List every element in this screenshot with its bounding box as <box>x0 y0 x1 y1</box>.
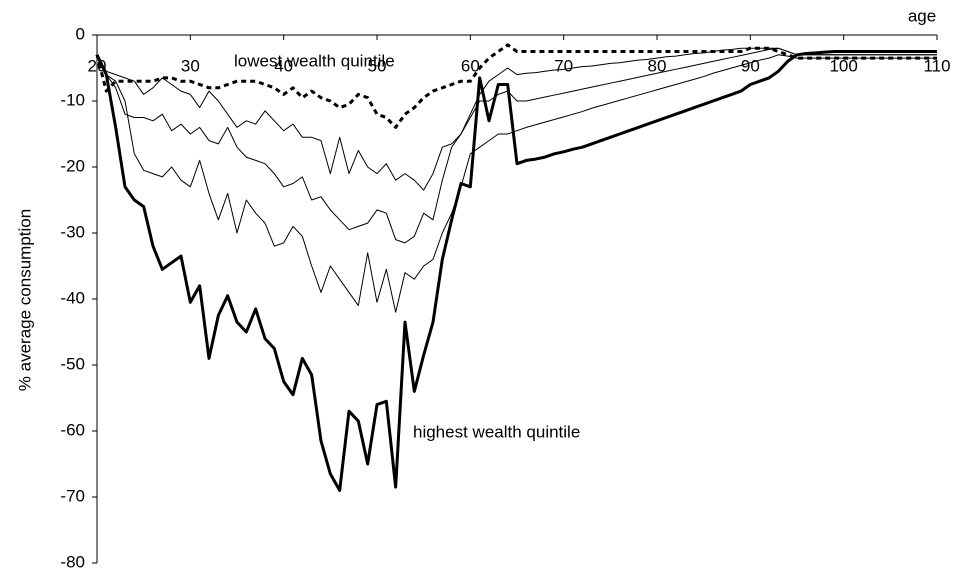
annotation: highest wealth quintile <box>413 422 580 441</box>
y-tick-label: -20 <box>60 156 85 175</box>
series-line <box>96 47 937 191</box>
series-line <box>96 47 937 244</box>
y-tick-label: -70 <box>60 486 85 505</box>
series-line <box>95 50 937 492</box>
x-tick-label: 100 <box>829 56 857 75</box>
x-tick-label: 50 <box>368 56 387 75</box>
y-tick-label: -80 <box>60 552 85 571</box>
annotation: lowest wealth quintile <box>234 51 395 70</box>
y-tick-label: -30 <box>60 222 85 241</box>
x-tick-label: 90 <box>741 56 760 75</box>
y-tick-label: 0 <box>76 24 85 43</box>
x-tick-label: 60 <box>461 56 480 75</box>
x-tick-label: 20 <box>88 56 107 75</box>
x-axis-label: age <box>908 6 936 25</box>
y-tick-label: -10 <box>60 90 85 109</box>
x-tick-label: 70 <box>554 56 573 75</box>
x-tick-label: 110 <box>923 56 950 75</box>
series-line <box>95 43 937 129</box>
y-axis-label: % average consumption <box>15 209 34 391</box>
x-tick-label: 40 <box>274 56 293 75</box>
x-tick-label: 80 <box>648 56 667 75</box>
y-tick-label: -40 <box>60 288 85 307</box>
x-tick-label: 30 <box>181 56 200 75</box>
y-tick-label: -60 <box>60 420 85 439</box>
series-line <box>96 54 937 313</box>
y-tick-label: -50 <box>60 354 85 373</box>
